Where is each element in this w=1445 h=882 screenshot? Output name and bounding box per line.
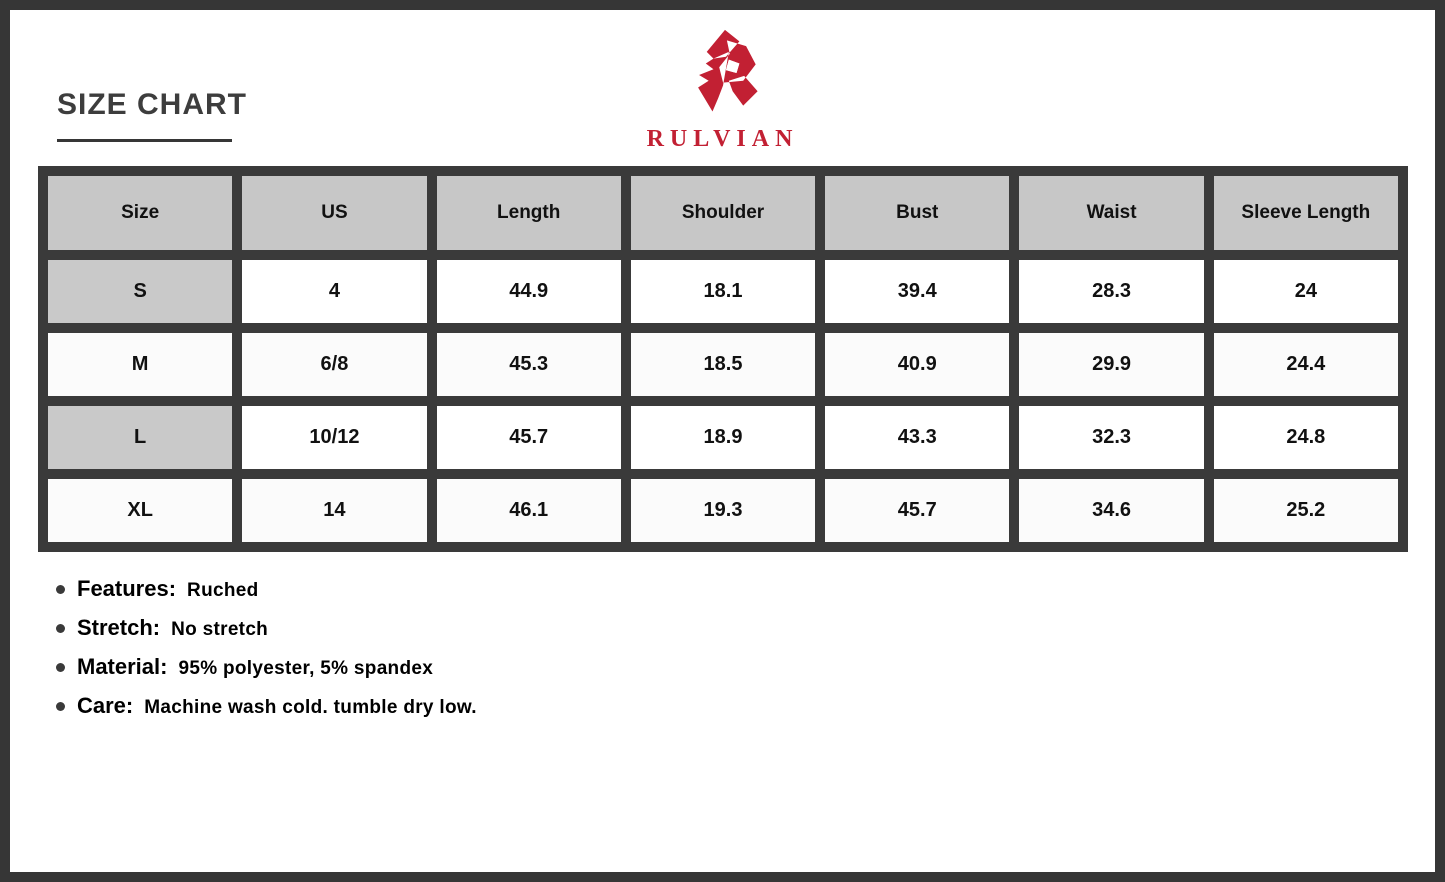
header-bust: Bust xyxy=(825,176,1010,250)
header-us: US xyxy=(242,176,427,250)
cell-waist: 29.9 xyxy=(1019,333,1204,396)
cell-bust: 45.7 xyxy=(825,479,1010,542)
cell-shoulder: 18.1 xyxy=(630,260,816,323)
cell-size: L xyxy=(48,406,233,469)
detail-care: Care: Machine wash cold. tumble dry low. xyxy=(56,693,477,719)
table-row-xl: XL 14 46.1 19.3 45.7 34.6 25.2 xyxy=(48,479,1398,542)
cell-sleeve-length: 25.2 xyxy=(1213,479,1398,542)
header-shoulder: Shoulder xyxy=(630,176,816,250)
cell-shoulder: 18.5 xyxy=(630,333,816,396)
cell-sleeve-length: 24.4 xyxy=(1213,333,1398,396)
cell-size: S xyxy=(48,260,233,323)
product-details-list: Features: Ruched Stretch: No stretch Mat… xyxy=(56,576,477,732)
cell-size: XL xyxy=(48,479,233,542)
page-title: SIZE CHART xyxy=(57,88,247,121)
cell-length: 44.9 xyxy=(436,260,621,323)
table-header-row: Size US Length Shoulder Bust Waist Sleev… xyxy=(48,176,1398,250)
cell-sleeve-length: 24 xyxy=(1213,260,1398,323)
cell-bust: 39.4 xyxy=(825,260,1010,323)
detail-label: Material: xyxy=(77,654,168,679)
size-table: Size US Length Shoulder Bust Waist Sleev… xyxy=(38,166,1408,552)
bullet-icon xyxy=(56,701,65,711)
cell-us: 10/12 xyxy=(242,406,427,469)
title-underline xyxy=(57,139,232,142)
brand-wordmark: RULVIAN xyxy=(646,126,799,152)
cell-size: M xyxy=(48,333,233,396)
detail-label: Stretch: xyxy=(77,615,161,640)
table-row-l: L 10/12 45.7 18.9 43.3 32.3 24.8 xyxy=(48,406,1398,469)
cell-bust: 40.9 xyxy=(825,333,1010,396)
header-length: Length xyxy=(436,176,621,250)
cell-length: 46.1 xyxy=(436,479,621,542)
detail-value: Machine wash cold. tumble dry low. xyxy=(144,697,477,718)
detail-value: 95% polyester, 5% spandex xyxy=(178,658,434,679)
cell-length: 45.3 xyxy=(436,333,621,396)
header-sleeve-length: Sleeve Length xyxy=(1213,176,1398,250)
cell-waist: 32.3 xyxy=(1019,406,1204,469)
bullet-icon xyxy=(56,623,65,633)
cell-length: 45.7 xyxy=(436,406,621,469)
cell-shoulder: 19.3 xyxy=(630,479,816,542)
cell-us: 14 xyxy=(242,479,427,542)
table-row-m: M 6/8 45.3 18.5 40.9 29.9 24.4 xyxy=(48,333,1398,396)
header-waist: Waist xyxy=(1019,176,1204,250)
detail-label: Care: xyxy=(77,693,134,718)
header-size: Size xyxy=(48,176,233,250)
brand-logo: RULVIAN xyxy=(647,26,799,153)
detail-value: No stretch xyxy=(171,619,269,640)
detail-value: Ruched xyxy=(187,580,259,601)
bullet-icon xyxy=(56,662,65,672)
detail-stretch: Stretch: No stretch xyxy=(56,615,477,641)
cell-waist: 34.6 xyxy=(1019,479,1204,542)
cell-us: 6/8 xyxy=(242,333,427,396)
detail-features: Features: Ruched xyxy=(56,576,477,602)
detail-label: Features: xyxy=(77,576,177,601)
cell-shoulder: 18.9 xyxy=(630,406,816,469)
table-row-s: S 4 44.9 18.1 39.4 28.3 24 xyxy=(48,260,1398,323)
cell-sleeve-length: 24.8 xyxy=(1213,406,1398,469)
cell-us: 4 xyxy=(242,260,427,323)
rulvian-r-emblem-icon xyxy=(698,29,759,112)
title-block: SIZE CHART xyxy=(57,88,247,142)
detail-material: Material: 95% polyester, 5% spandex xyxy=(56,654,477,680)
cell-bust: 43.3 xyxy=(825,406,1010,469)
cell-waist: 28.3 xyxy=(1019,260,1204,323)
bullet-icon xyxy=(56,584,65,594)
size-table-container: Size US Length Shoulder Bust Waist Sleev… xyxy=(38,166,1408,552)
